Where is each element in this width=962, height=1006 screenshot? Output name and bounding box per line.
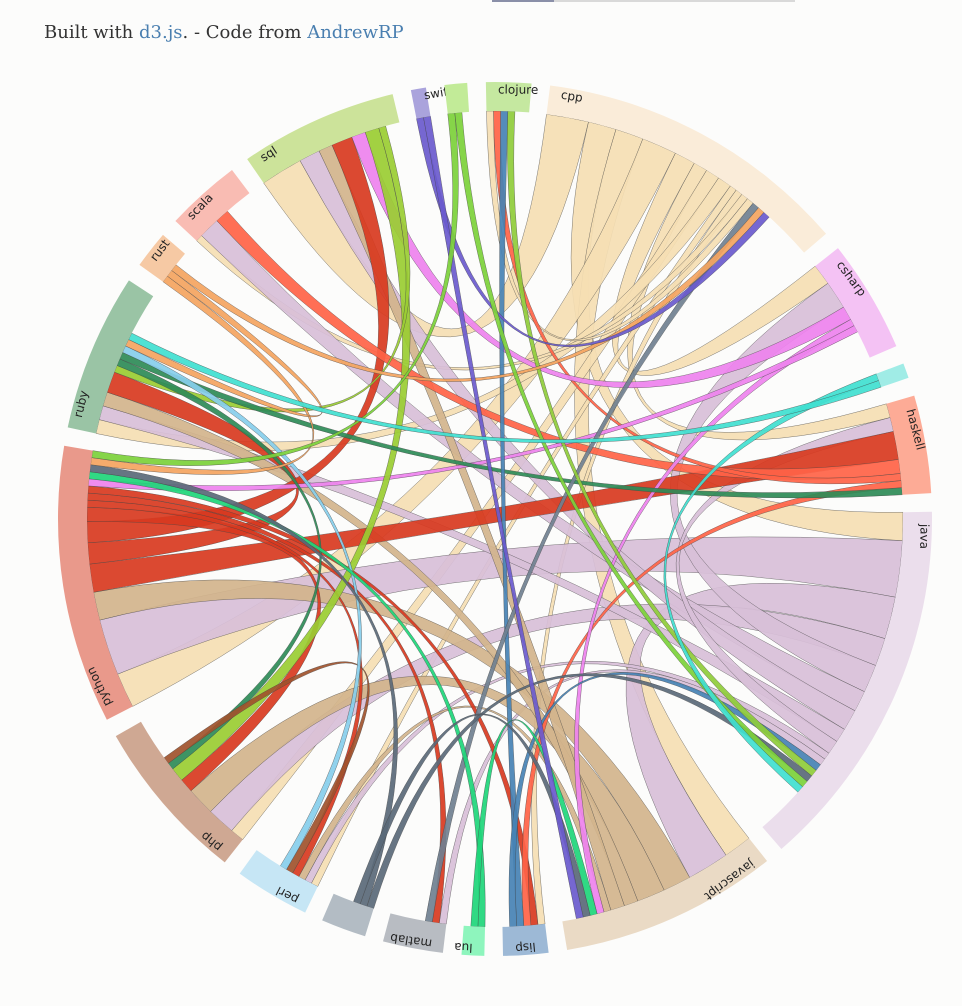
d3-link[interactable]: d3.js	[139, 22, 183, 43]
chord	[470, 719, 598, 927]
group-arc	[444, 82, 470, 114]
group-arc	[502, 923, 549, 956]
group-arc	[239, 850, 318, 913]
group-arc	[57, 445, 133, 720]
chord	[574, 319, 855, 915]
group-label: java	[917, 523, 931, 549]
group-arc	[139, 234, 185, 282]
group-arc	[461, 925, 486, 956]
group-arc	[762, 511, 932, 850]
group-label: lua	[454, 940, 473, 955]
group-arc	[886, 395, 932, 495]
group-label: clojure	[498, 83, 538, 97]
group-arc	[383, 913, 447, 953]
group-arc	[175, 169, 250, 241]
group-arc	[67, 280, 154, 434]
author-link[interactable]: AndrewRP	[307, 22, 404, 43]
top-bar	[554, 0, 795, 2]
chord	[87, 492, 447, 924]
chords	[86, 110, 904, 928]
group-arc	[410, 87, 431, 119]
group-label: ruby	[71, 389, 91, 419]
group-arc	[247, 94, 400, 183]
group-arc	[546, 85, 827, 253]
group-arc	[115, 721, 243, 863]
group-arc	[322, 893, 374, 937]
group-label: lisp	[515, 940, 537, 956]
group-arc	[562, 838, 768, 951]
chord	[499, 110, 525, 927]
chord	[424, 202, 759, 923]
group-arc	[876, 363, 909, 388]
header-text: Built with	[44, 22, 134, 43]
group-arc	[485, 82, 532, 113]
chord	[298, 705, 612, 913]
header-text: . - Code from	[182, 22, 302, 43]
header: Built with d3.js. - Code from AndrewRP	[44, 22, 404, 43]
top-bar	[492, 0, 554, 2]
chord	[531, 189, 743, 925]
group-label: matlab	[389, 931, 433, 951]
group-arc	[815, 248, 897, 358]
group-label: cpp	[560, 88, 584, 105]
